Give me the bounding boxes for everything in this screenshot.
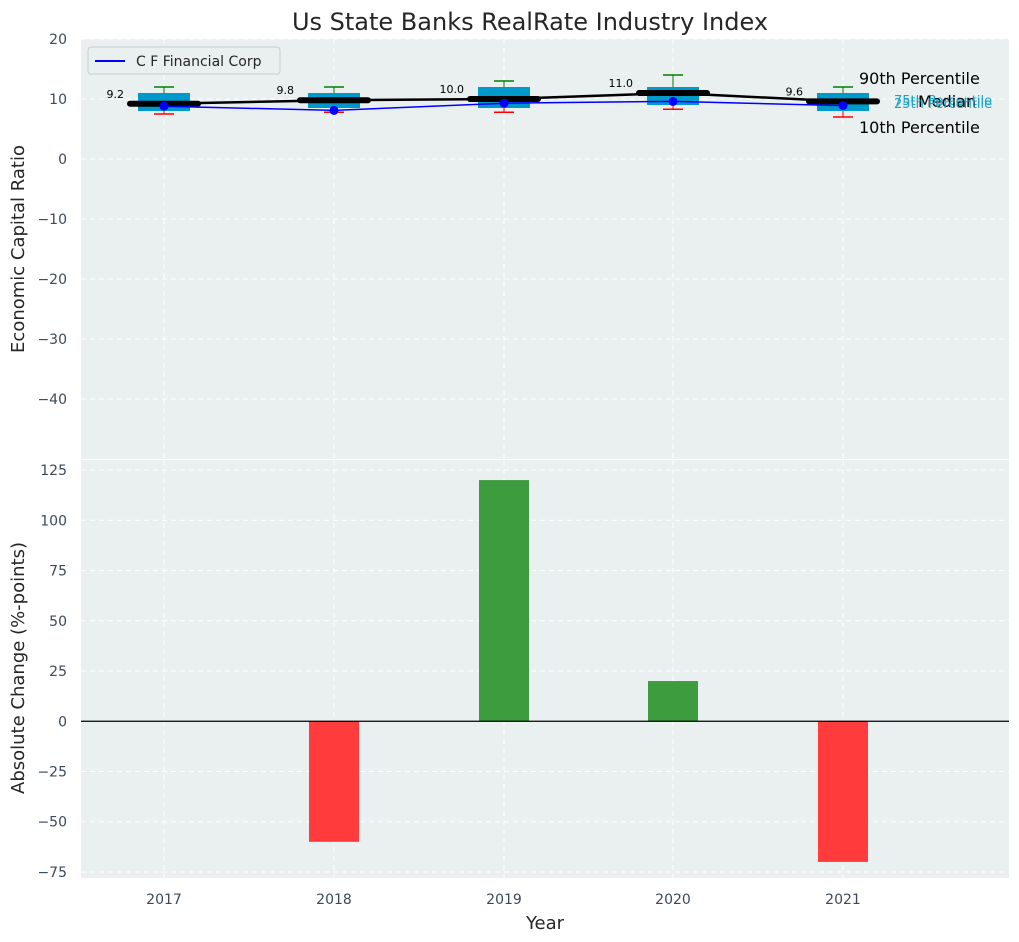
bottom-y-tick-label: 0 [58, 714, 67, 730]
median-value-label: 9.2 [107, 88, 125, 101]
company-point [838, 101, 848, 111]
x-tick-label: 2018 [316, 892, 352, 908]
median-value-label: 11.0 [609, 77, 634, 90]
percentile-annotations: 90th Percentile 75th Percentile Median 2… [859, 69, 992, 137]
x-tick-labels: 2017 2018 2019 2020 2021 [146, 892, 861, 908]
company-point [668, 96, 678, 106]
p90-annotation: 90th Percentile [859, 69, 980, 88]
median-value-label: 9.8 [277, 84, 295, 97]
p75-annotation: 75th Percentile [894, 94, 992, 109]
top-y-axis-label: Economic Capital Ratio [8, 145, 29, 353]
company-line-group [159, 96, 848, 115]
top-y-tick-label: −10 [37, 212, 67, 228]
x-axis-label: Year [525, 913, 565, 934]
top-y-tick-labels: 20 10 0 −10 −20 −30 −40 [37, 32, 67, 408]
change-bar [818, 721, 868, 862]
company-point [499, 98, 509, 108]
top-y-tick-label: −20 [37, 272, 67, 288]
bottom-y-axis-label: Absolute Change (%-points) [8, 542, 29, 794]
bottom-y-tick-label: 75 [49, 564, 67, 580]
bottom-y-tick-label: −50 [37, 815, 67, 831]
x-tick-label: 2019 [486, 892, 522, 908]
legend-entry: C F Financial Corp [136, 54, 262, 70]
company-point [159, 101, 169, 111]
bar-group [309, 480, 868, 862]
x-tick-label: 2020 [655, 892, 691, 908]
top-y-tick-label: −30 [37, 332, 67, 348]
x-tick-label: 2017 [146, 892, 182, 908]
median-annotation: Median [918, 92, 976, 111]
top-y-tick-label: −40 [37, 392, 67, 408]
median-value-label: 10.0 [440, 83, 465, 96]
top-y-tick-label: 20 [49, 32, 67, 48]
bottom-y-tick-label: 100 [40, 513, 67, 529]
bottom-y-tick-label: −75 [37, 865, 67, 881]
bottom-y-tick-label: 50 [49, 614, 67, 630]
change-bar [479, 480, 529, 722]
bottom-y-tick-labels: 125 100 75 50 25 0 −25 −50 −75 [37, 463, 67, 881]
chart-title: Us State Banks RealRate Industry Index [292, 8, 768, 36]
top-y-tick-label: 0 [58, 152, 67, 168]
legend[interactable]: C F Financial Corp [87, 46, 281, 75]
company-point [329, 105, 339, 115]
p10-annotation: 10th Percentile [859, 118, 980, 137]
change-bar [309, 721, 359, 842]
x-tick-label: 2021 [825, 892, 861, 908]
bottom-y-tick-label: 25 [49, 664, 67, 680]
top-y-tick-label: 10 [49, 92, 67, 108]
change-bar [648, 681, 698, 722]
bottom-plot-area [81, 460, 1009, 878]
top-grid [81, 38, 1009, 459]
bottom-y-tick-label: 125 [40, 463, 67, 479]
legend-box [87, 46, 281, 75]
p25-annotation: 25th Percentile [894, 97, 992, 112]
median-value-label: 9.6 [786, 85, 804, 98]
bottom-y-tick-label: −25 [37, 764, 67, 780]
